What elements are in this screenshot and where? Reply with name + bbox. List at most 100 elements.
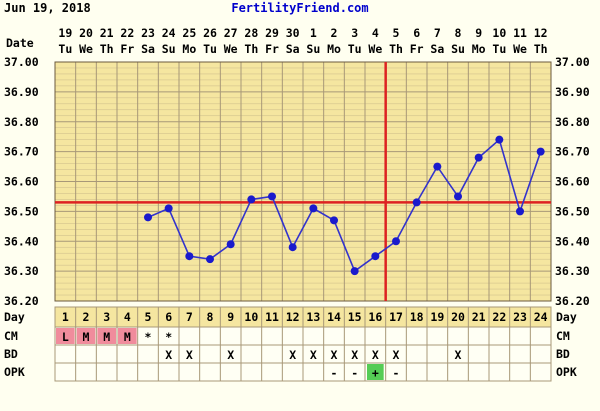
- temperature-point[interactable]: [474, 153, 483, 162]
- weekday-label: Tu: [492, 42, 506, 56]
- temperature-point[interactable]: [412, 198, 421, 207]
- cycle-day-label: 20: [451, 310, 465, 324]
- temperature-point[interactable]: [164, 204, 173, 213]
- y-tick-label-left: 37.00: [4, 55, 39, 69]
- cycle-day-label: 17: [389, 310, 403, 324]
- weekday-label: Sa: [430, 42, 444, 56]
- cm-mark: L: [62, 330, 69, 344]
- date-label: 5: [393, 26, 400, 40]
- temperature-point[interactable]: [144, 213, 152, 222]
- cycle-day-label: 19: [430, 310, 444, 324]
- date-label: 29: [265, 26, 279, 40]
- temperature-point[interactable]: [536, 147, 545, 156]
- bd-row-label-left: BD: [4, 347, 18, 361]
- cycle-day-label: 15: [348, 310, 362, 324]
- cycle-day-label: 1: [62, 310, 69, 324]
- y-tick-label-left: 36.90: [4, 85, 39, 99]
- y-tick-label-right: 36.80: [555, 115, 590, 129]
- date-label: 19: [58, 26, 72, 40]
- temperature-point[interactable]: [226, 240, 235, 249]
- bd-mark: X: [393, 348, 400, 362]
- bd-mark: X: [351, 348, 358, 362]
- date-label: 20: [79, 26, 93, 40]
- bd-row-label-right: BD: [556, 347, 570, 361]
- weekday-label: Tu: [58, 42, 72, 56]
- cycle-day-label: 10: [244, 310, 258, 324]
- date-label: 10: [492, 26, 506, 40]
- weekday-label: Su: [451, 42, 465, 56]
- temperature-point[interactable]: [516, 207, 524, 216]
- temperature-point[interactable]: [309, 204, 318, 213]
- date-label: 9: [475, 26, 482, 40]
- weekday-label: Sa: [141, 42, 155, 56]
- weekday-label: Su: [306, 42, 320, 56]
- temperature-point[interactable]: [371, 252, 380, 261]
- bd-mark: X: [165, 348, 172, 362]
- y-tick-label-left: 36.70: [4, 145, 39, 159]
- weekday-label: We: [79, 42, 93, 56]
- y-tick-label-left: 36.60: [4, 175, 39, 189]
- temperature-point[interactable]: [206, 255, 214, 264]
- temperature-point[interactable]: [495, 135, 504, 144]
- date-label: 24: [162, 26, 176, 40]
- y-tick-label-right: 36.20: [555, 294, 590, 308]
- weekday-label: Th: [244, 42, 258, 56]
- cycle-day-label: 3: [103, 310, 110, 324]
- cycle-day-label: 11: [265, 310, 279, 324]
- cycle-day-label: 6: [165, 310, 172, 324]
- temperature-point[interactable]: [185, 252, 194, 261]
- opk-mark: -: [351, 366, 358, 380]
- weekday-label: Fr: [265, 42, 279, 56]
- temperature-point[interactable]: [247, 195, 256, 204]
- cycle-day-label: 7: [186, 310, 193, 324]
- weekday-label: Mo: [182, 42, 196, 56]
- cycle-day-label: 2: [83, 310, 90, 324]
- temperature-line: [147, 138, 542, 273]
- temperature-point[interactable]: [288, 243, 297, 252]
- weekday-label: Fr: [120, 42, 134, 56]
- cycle-day-label: 14: [327, 310, 341, 324]
- y-tick-label-right: 37.00: [555, 55, 590, 69]
- weekday-label: Tu: [203, 42, 217, 56]
- weekday-label: Mo: [472, 42, 486, 56]
- weekday-label: Mo: [327, 42, 341, 56]
- cycle-day-label: 5: [145, 310, 152, 324]
- date-label: 30: [286, 26, 300, 40]
- date-label: 11: [513, 26, 527, 40]
- temperature-point[interactable]: [350, 267, 359, 276]
- menses-cell: [97, 328, 116, 344]
- date-label: 4: [372, 26, 379, 40]
- cm-row-label-right: CM: [556, 329, 570, 343]
- weekday-label: Fr: [410, 42, 424, 56]
- cycle-day-label: 22: [492, 310, 506, 324]
- cycle-day-label: 16: [368, 310, 382, 324]
- day-row-label-right: Day: [556, 310, 577, 324]
- temperature-point[interactable]: [330, 216, 338, 225]
- menses-cell: [56, 328, 75, 344]
- date-label: 8: [455, 26, 462, 40]
- weekday-label: Sa: [286, 42, 300, 56]
- date-label: 27: [224, 26, 238, 40]
- y-tick-label-left: 36.80: [4, 115, 39, 129]
- temperature-point[interactable]: [268, 192, 276, 201]
- date-row-label: Date: [6, 36, 34, 50]
- temperature-point[interactable]: [433, 162, 442, 171]
- y-tick-label-left: 36.20: [4, 294, 39, 308]
- site-name[interactable]: FertilityFriend.com: [231, 1, 369, 15]
- cycle-day-label: 8: [207, 310, 214, 324]
- weekday-label: We: [513, 42, 527, 56]
- opk-mark: -: [393, 366, 400, 380]
- weekday-label: Th: [534, 42, 548, 56]
- date-label: 28: [244, 26, 258, 40]
- temperature-point[interactable]: [392, 237, 400, 246]
- bd-mark: X: [331, 348, 338, 362]
- date-label: 21: [100, 26, 114, 40]
- cm-mark: M: [124, 330, 131, 344]
- temperature-point[interactable]: [454, 192, 462, 201]
- y-tick-label-right: 36.50: [555, 204, 590, 218]
- y-tick-label-left: 36.30: [4, 264, 39, 278]
- day-row-label-left: Day: [4, 310, 25, 324]
- cycle-day-label: 23: [513, 310, 527, 324]
- menses-cell: [118, 328, 137, 344]
- y-tick-label-right: 36.90: [555, 85, 590, 99]
